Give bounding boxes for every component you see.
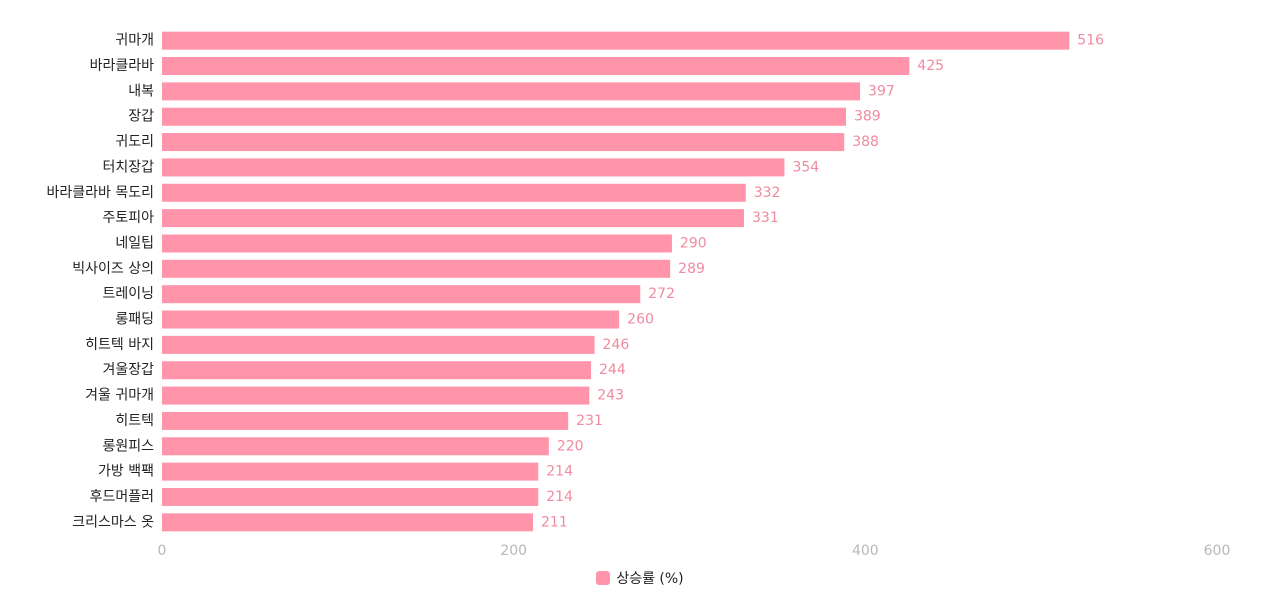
category-label: 히트텍 바지 (85, 337, 154, 353)
legend-swatch (596, 571, 611, 585)
value-label: 211 (541, 514, 568, 530)
value-label: 231 (576, 413, 603, 429)
category-label: 롱패딩 (115, 312, 154, 328)
value-label: 246 (603, 337, 630, 353)
bar[interactable] (162, 513, 534, 532)
value-label: 516 (1077, 33, 1104, 49)
bar[interactable] (162, 31, 1070, 50)
category-label: 장갑 (128, 109, 154, 125)
x-tick-label: 600 (1204, 543, 1231, 559)
bar[interactable] (162, 462, 539, 481)
category-label: 히트텍 (115, 413, 154, 429)
bar[interactable] (162, 285, 641, 304)
legend[interactable]: 상승률 (%) (0, 568, 1280, 588)
bar[interactable] (162, 386, 590, 405)
value-label: 290 (680, 235, 707, 251)
category-label: 크리스마스 옷 (72, 514, 154, 530)
value-label: 214 (546, 464, 573, 480)
value-label: 397 (868, 83, 895, 99)
value-label: 244 (599, 362, 626, 378)
bar[interactable] (162, 57, 910, 76)
category-label: 주토피아 (102, 210, 154, 226)
category-label: 네일팁 (115, 235, 154, 251)
bar[interactable] (162, 158, 785, 177)
category-label: 바라클라바 (90, 58, 155, 74)
category-label: 겨울 귀마개 (85, 388, 154, 404)
value-label: 260 (627, 312, 654, 328)
category-label: 롱원피스 (102, 438, 154, 454)
category-label: 터치장갑 (102, 159, 154, 175)
value-label: 354 (792, 159, 819, 175)
category-label: 후드머플러 (90, 489, 154, 505)
bar[interactable] (162, 107, 846, 126)
category-label: 빅사이즈 상의 (72, 261, 154, 277)
value-label: 425 (917, 58, 944, 74)
bar[interactable] (162, 82, 861, 101)
category-label: 귀도리 (115, 134, 154, 150)
category-label: 바라클라바 목도리 (47, 185, 155, 201)
bar[interactable] (162, 259, 671, 278)
bar[interactable] (162, 335, 595, 354)
bar[interactable] (162, 361, 592, 380)
value-label: 272 (648, 286, 675, 302)
category-label: 겨울장갑 (102, 362, 154, 378)
value-label: 388 (852, 134, 879, 150)
bar[interactable] (162, 487, 539, 506)
value-label: 389 (854, 109, 881, 125)
bar[interactable] (162, 437, 549, 456)
category-label: 가방 백팩 (98, 464, 154, 480)
category-label: 트레이닝 (102, 286, 154, 302)
value-label: 332 (754, 185, 781, 201)
bars-layer (162, 31, 1070, 532)
value-label: 243 (597, 388, 624, 404)
category-label: 내복 (128, 83, 154, 99)
value-label: 331 (752, 210, 779, 226)
bar[interactable] (162, 133, 845, 152)
category-label: 귀마개 (115, 33, 154, 49)
bar[interactable] (162, 310, 620, 329)
bar[interactable] (162, 234, 672, 253)
legend-label: 상승률 (%) (616, 571, 684, 587)
x-tick-label: 0 (158, 543, 167, 559)
value-label: 214 (546, 489, 573, 505)
bar[interactable] (162, 183, 746, 202)
x-axis-ticks: 0 200 400 600 (158, 543, 1231, 559)
x-tick-label: 400 (852, 543, 879, 559)
bar[interactable] (162, 411, 569, 430)
value-label: 289 (678, 261, 705, 277)
bar[interactable] (162, 209, 745, 228)
x-tick-label: 200 (500, 543, 527, 559)
value-label: 220 (557, 438, 584, 454)
